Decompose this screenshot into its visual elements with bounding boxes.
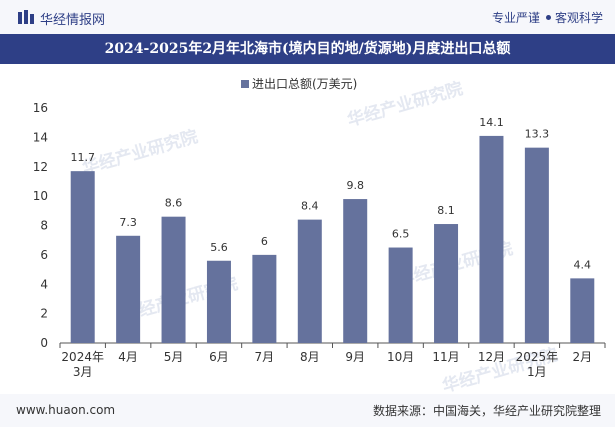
x-tick-label: 7月: [255, 350, 275, 364]
bar: [206, 260, 231, 343]
x-tick-label: 2025年: [516, 350, 559, 364]
legend-label: 进出口总额(万美元): [252, 77, 357, 91]
bar: [479, 135, 504, 343]
data-label: 5.6: [210, 241, 228, 254]
data-label: 11.7: [70, 151, 95, 164]
website-link[interactable]: www.huaon.com: [16, 403, 116, 417]
data-label: 8.6: [165, 197, 183, 210]
y-tick-label: 6: [40, 248, 48, 262]
y-tick-label: 14: [33, 130, 48, 144]
brand-name: 华经情报网: [40, 13, 106, 28]
footer-bar: www.huaon.com 数据来源：中国海关，华经产业研究院整理: [0, 394, 615, 427]
y-tick-label: 16: [33, 101, 48, 115]
bar: [161, 216, 186, 343]
x-tick-label: 3月: [73, 365, 93, 379]
data-label: 4.4: [574, 258, 592, 271]
data-source: 数据来源：中国海关，华经产业研究院整理: [372, 404, 601, 418]
tagline-professional: 专业严谨: [491, 11, 540, 25]
y-tick-label: 2: [40, 307, 48, 321]
chart-title: 2024-2025年2月年北海市(境内目的地/货源地)月度进出口总额: [0, 34, 615, 64]
x-tick-label: 12月: [478, 350, 505, 364]
x-tick-label: 2月: [572, 350, 592, 364]
x-tick-label: 1月: [527, 365, 547, 379]
data-label: 9.8: [346, 179, 364, 192]
bar: [116, 235, 141, 343]
x-tick-label: 6月: [209, 350, 229, 364]
bar: [388, 247, 413, 343]
x-tick-label: 10月: [387, 350, 414, 364]
data-label: 6: [261, 235, 268, 248]
data-label: 14.1: [479, 116, 504, 129]
data-label: 8.1: [437, 204, 455, 217]
bar: [434, 224, 459, 343]
bar: [70, 171, 95, 343]
data-label: 8.4: [301, 200, 319, 213]
x-tick-label: 8月: [300, 350, 320, 364]
bullet-dot-icon: [545, 15, 551, 20]
bar: [524, 147, 549, 343]
x-tick-label: 4月: [118, 350, 138, 364]
data-label: 7.3: [119, 216, 137, 229]
x-tick-label: 11月: [432, 350, 459, 364]
y-tick-label: 4: [40, 277, 48, 291]
bar: [570, 278, 595, 343]
data-label: 6.5: [392, 228, 410, 241]
y-tick-label: 12: [33, 160, 48, 174]
bar: [252, 254, 277, 343]
legend-swatch: [241, 80, 249, 88]
y-tick-label: 0: [40, 336, 48, 350]
tagline-objective: 客观科学: [554, 11, 603, 25]
bars: 11.7 7.3 8.6 5.6 6 8.4 9.8 6.5 8.1 14.1 13.3 4.4: [70, 116, 595, 343]
data-label: 13.3: [525, 128, 550, 141]
y-tick-label: 10: [33, 189, 48, 203]
y-tick-label: 8: [40, 219, 48, 233]
bar-chart: 进出口总额(万美元) 0 2 4 6 8 10 12 14 16 11.7 7.3 8.6 5.6 6 8…: [33, 77, 606, 379]
x-tick-label: 2024年: [61, 350, 104, 364]
header-bar: 华经情报网 专业严谨 客观科学: [0, 0, 615, 34]
bar: [343, 199, 368, 343]
tagline: 专业严谨 客观科学: [492, 9, 603, 26]
x-tick-label: 5月: [164, 350, 184, 364]
huajing-logo-icon: [18, 10, 34, 24]
bar: [297, 219, 322, 343]
x-tick-label: 9月: [345, 350, 365, 364]
